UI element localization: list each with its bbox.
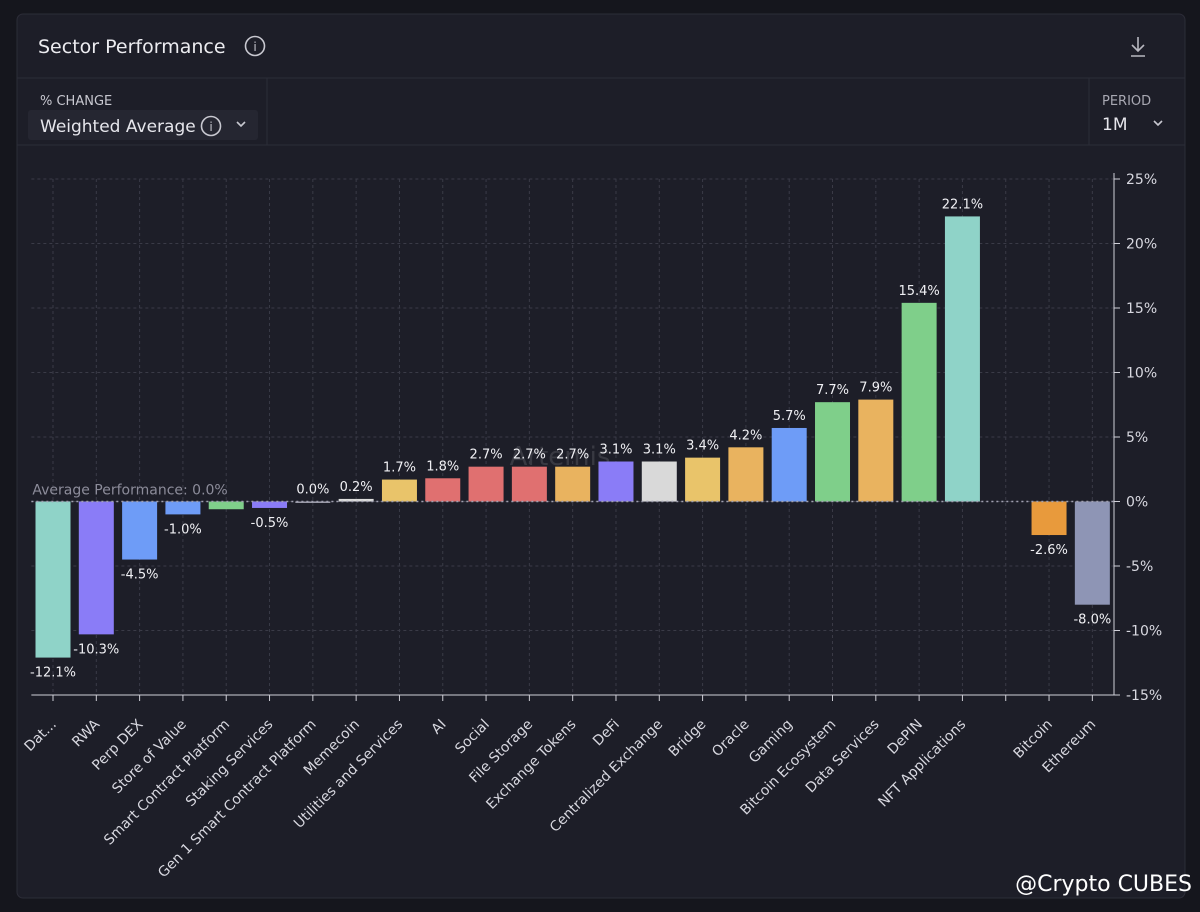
svg-text:i: i — [253, 40, 256, 54]
value-label: -10.3% — [73, 642, 119, 657]
bar — [425, 478, 461, 502]
value-label: -8.0% — [1073, 613, 1111, 628]
bar — [771, 427, 807, 502]
value-label: -1.0% — [164, 522, 202, 537]
y-tick-label: 5% — [1126, 430, 1148, 446]
bar — [815, 402, 851, 502]
bar — [78, 501, 114, 635]
y-tick-label: 15% — [1126, 301, 1157, 317]
average-label: Average Performance: 0.0% — [32, 483, 227, 499]
chevron — [1153, 120, 1163, 127]
panel-title: Sector Performance — [38, 36, 226, 58]
bar — [208, 501, 244, 510]
value-label: 4.2% — [729, 428, 762, 443]
y-tick-label: -10% — [1126, 624, 1162, 640]
period-label: PERIOD — [1102, 94, 1151, 109]
info-icon[interactable]: i — [200, 115, 222, 137]
bar — [165, 501, 201, 515]
y-tick-label: -15% — [1126, 688, 1162, 704]
bar — [858, 399, 894, 502]
bar — [728, 447, 764, 502]
value-label: 15.4% — [898, 284, 939, 299]
svg-text:i: i — [209, 120, 212, 134]
y-tick-label: -5% — [1126, 559, 1153, 575]
y-tick-label: 25% — [1126, 172, 1157, 188]
y-tick-label: 20% — [1126, 237, 1157, 253]
panel — [16, 13, 1186, 899]
value-label: -2.6% — [1030, 543, 1068, 558]
value-label: 7.9% — [859, 381, 892, 396]
bar — [122, 501, 158, 560]
bar — [685, 457, 721, 502]
bar — [252, 501, 288, 508]
bar — [338, 498, 374, 502]
value-label: 5.7% — [773, 409, 806, 424]
metric-dropdown[interactable] — [28, 110, 258, 140]
bar — [511, 466, 547, 502]
value-label: 2.7% — [513, 448, 546, 463]
y-tick-label: 10% — [1126, 366, 1157, 382]
bar — [468, 466, 504, 502]
period-value[interactable]: 1M — [1102, 115, 1127, 135]
value-label: -12.1% — [30, 666, 76, 681]
bar — [555, 466, 591, 502]
info-icon[interactable]: i — [244, 35, 266, 57]
metric-label: % CHANGE — [40, 94, 112, 109]
value-label: 3.4% — [686, 439, 719, 454]
bar — [944, 216, 980, 502]
bar — [1074, 501, 1110, 605]
value-label: -4.5% — [121, 568, 159, 583]
y-tick-label: 0% — [1126, 495, 1148, 511]
bar — [641, 461, 677, 502]
chevron — [236, 121, 246, 128]
bar — [598, 461, 634, 502]
value-label: 1.8% — [426, 459, 459, 474]
watermark: @Crypto CUBES — [1015, 872, 1192, 897]
bar — [901, 302, 937, 502]
value-label: 0.2% — [340, 480, 373, 495]
value-label: 2.7% — [556, 448, 589, 463]
value-label: 7.7% — [816, 383, 849, 398]
bar — [1031, 501, 1067, 536]
value-label: 22.1% — [942, 197, 983, 212]
value-label: 0.0% — [296, 483, 329, 498]
value-label: 3.1% — [599, 443, 632, 458]
value-label: -0.5% — [251, 516, 289, 531]
download-button[interactable] — [1131, 37, 1145, 57]
metric-value[interactable]: Weighted Average — [40, 117, 196, 137]
value-label: 3.1% — [643, 443, 676, 458]
bar — [35, 501, 71, 658]
bar — [381, 479, 417, 502]
value-label: 2.7% — [470, 448, 503, 463]
value-label: 1.7% — [383, 461, 416, 476]
